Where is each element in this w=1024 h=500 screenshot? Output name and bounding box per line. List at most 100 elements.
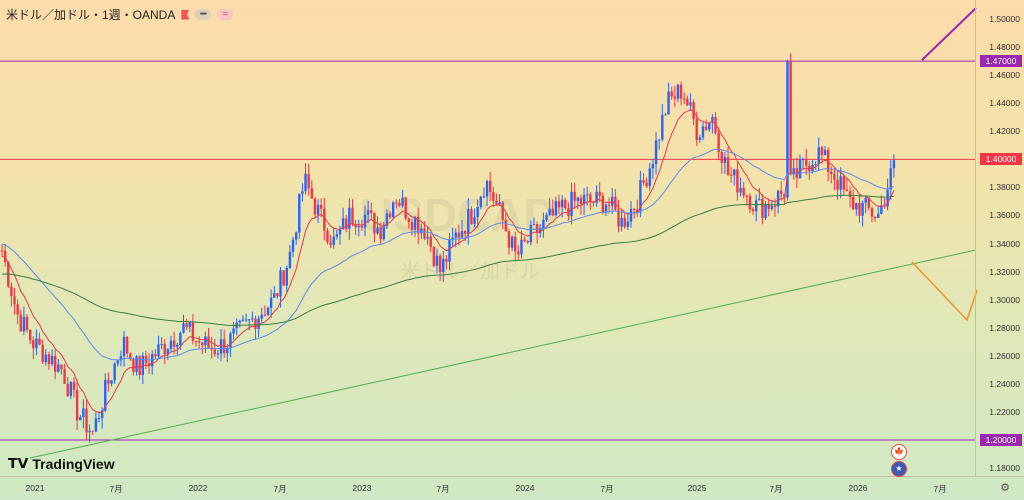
- candle-body: [332, 236, 335, 245]
- tv-icon: 𝗧𝗩: [8, 455, 29, 471]
- candle-body: [548, 208, 551, 215]
- candle-body: [770, 205, 774, 210]
- ma-mid-line: [1, 148, 895, 361]
- candle-body: [13, 296, 16, 305]
- price-label: 1.34000: [989, 238, 1020, 249]
- candle-body: [798, 159, 802, 179]
- candle-body: [564, 199, 567, 209]
- candle-body: [845, 189, 849, 192]
- candle-body: [632, 208, 636, 210]
- candle-body: [104, 379, 107, 411]
- candle-body: [269, 297, 273, 309]
- candle-body: [820, 147, 824, 156]
- candle-body: [285, 267, 288, 286]
- candle-body: [479, 196, 482, 208]
- pill-indicator-2[interactable]: =: [217, 9, 234, 20]
- candle-body: [830, 171, 833, 175]
- candle-body: [557, 201, 561, 208]
- candle-body: [683, 98, 686, 100]
- candle-body: [413, 216, 417, 230]
- price-label: 1.18000: [989, 463, 1020, 474]
- canada-event-icon[interactable]: 🍁: [891, 444, 907, 460]
- candle-body: [855, 202, 858, 210]
- candle-body: [154, 354, 157, 357]
- candle-body: [244, 319, 248, 321]
- candle-body: [398, 203, 401, 206]
- candle-body: [717, 132, 720, 153]
- candle-body: [654, 140, 658, 164]
- candle-body: [197, 341, 201, 343]
- tradingview-logo[interactable]: 𝗧𝗩 TradingView: [8, 455, 115, 472]
- candle-body: [188, 322, 191, 328]
- candle-body: [304, 173, 307, 192]
- candle-body: [216, 353, 220, 355]
- candle-body: [401, 197, 404, 206]
- candle-body: [607, 204, 611, 206]
- candle-body: [454, 232, 457, 238]
- price-level-tag[interactable]: 1.20000: [980, 434, 1022, 447]
- price-level-tag[interactable]: 1.40000: [980, 153, 1022, 166]
- candle-body: [448, 239, 451, 262]
- candle-body: [676, 84, 680, 99]
- settings-icon[interactable]: ⚙: [1000, 482, 1010, 494]
- price-label: 1.42000: [989, 126, 1020, 137]
- candle-body: [595, 191, 598, 203]
- candle-body: [695, 119, 698, 140]
- candle-body: [266, 308, 270, 316]
- candle-body: [664, 114, 667, 116]
- candle-body: [0, 250, 4, 252]
- candle-body: [348, 207, 351, 229]
- candle-body: [435, 255, 439, 266]
- candle-body: [861, 202, 864, 216]
- candle-body: [517, 251, 520, 255]
- candle-body: [363, 214, 367, 228]
- candle-body: [645, 182, 648, 187]
- trend-line: [29, 249, 977, 459]
- candle-body: [276, 293, 279, 297]
- candle-body: [172, 340, 176, 347]
- candle-body: [63, 369, 66, 384]
- candle-body: [642, 180, 645, 183]
- us-event-icon[interactable]: ★: [891, 461, 907, 477]
- candle-body: [110, 380, 113, 384]
- candle-body: [751, 209, 755, 212]
- candle-body: [839, 176, 842, 190]
- candle-body: [404, 197, 407, 219]
- price-level-tag[interactable]: 1.47000: [980, 55, 1022, 68]
- candle-body: [657, 139, 661, 141]
- candle-body: [79, 417, 82, 421]
- candle-body: [686, 98, 689, 106]
- price-label: 1.36000: [989, 210, 1020, 221]
- candle-body: [492, 192, 495, 202]
- candle-body: [426, 236, 429, 239]
- time-label: 7月: [769, 484, 783, 494]
- candle-body: [88, 430, 91, 433]
- pill-indicator[interactable]: ━: [195, 9, 212, 20]
- candle-body: [698, 137, 702, 140]
- candle-body: [786, 61, 789, 198]
- candle-body: [3, 250, 7, 263]
- candle-body: [598, 191, 601, 196]
- price-label: 1.24000: [989, 378, 1020, 389]
- candle-body: [166, 349, 170, 355]
- flag-icon[interactable]: [181, 9, 190, 20]
- candle-body: [457, 232, 461, 238]
- symbol-title[interactable]: 米ドル／加ドル・1週・OANDA: [6, 8, 176, 22]
- candle-body: [82, 408, 85, 418]
- candle-body: [789, 61, 792, 175]
- candle-body: [72, 382, 76, 391]
- candle-body: [639, 180, 642, 213]
- candle-body: [851, 196, 855, 210]
- candle-body: [25, 316, 29, 330]
- candle-body: [482, 196, 486, 198]
- projection-arrow: [921, 7, 977, 61]
- price-axis[interactable]: 1.50000 1.48000 1.46000 1.44000 1.42000 1.380…: [975, 0, 1024, 476]
- candle-body: [611, 196, 614, 206]
- candle-body: [648, 168, 651, 187]
- candle-body: [485, 180, 489, 197]
- price-label: 1.32000: [989, 266, 1020, 277]
- candle-body: [282, 270, 285, 286]
- candle-body: [758, 198, 761, 201]
- candle-body: [864, 197, 867, 203]
